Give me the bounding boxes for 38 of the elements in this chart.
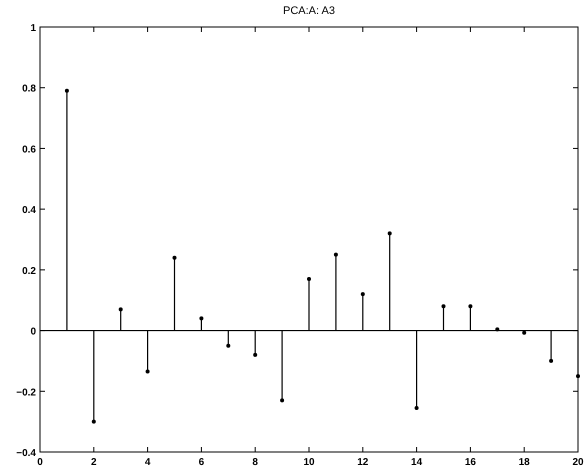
point: [549, 358, 554, 363]
x-tick-label: 14: [411, 457, 423, 468]
y-tick-label: 0.6: [22, 144, 36, 156]
point: [118, 307, 123, 312]
x-tick-label: 8: [252, 457, 258, 468]
y-tick-label: 0.2: [22, 266, 36, 277]
point: [388, 231, 392, 236]
point: [226, 344, 230, 348]
x-tick-label: 18: [518, 457, 530, 468]
y-tick-label: 1: [30, 23, 36, 34]
point: [576, 374, 580, 378]
point: [414, 406, 419, 410]
point: [334, 252, 338, 257]
x-tick-label: 16: [464, 457, 476, 468]
x-tick-label: 20: [572, 457, 584, 468]
point: [172, 256, 176, 260]
point: [253, 352, 258, 357]
y-tick-label: −0.2: [16, 387, 36, 398]
y-tick-label: 0.4: [22, 205, 36, 216]
y-tick-label: −0.4: [16, 448, 36, 459]
x-tick-label: 0: [37, 457, 44, 468]
point: [199, 316, 204, 320]
point: [360, 292, 365, 296]
x-tick-label: 12: [357, 457, 369, 468]
point: [307, 276, 311, 281]
y-tick-label: 0: [30, 326, 36, 338]
x-tick-label: 6: [198, 457, 205, 468]
point: [92, 420, 96, 424]
chart-title: PCA:A: A3: [283, 5, 335, 17]
y-tick-label: 0.8: [22, 84, 36, 95]
point: [64, 88, 69, 93]
point: [146, 370, 150, 374]
x-tick-label: 4: [144, 457, 151, 468]
point: [442, 304, 446, 308]
x-tick-label: 10: [303, 457, 315, 468]
point: [280, 398, 284, 402]
point: [468, 304, 472, 308]
x-tick-label: 2: [91, 457, 98, 468]
